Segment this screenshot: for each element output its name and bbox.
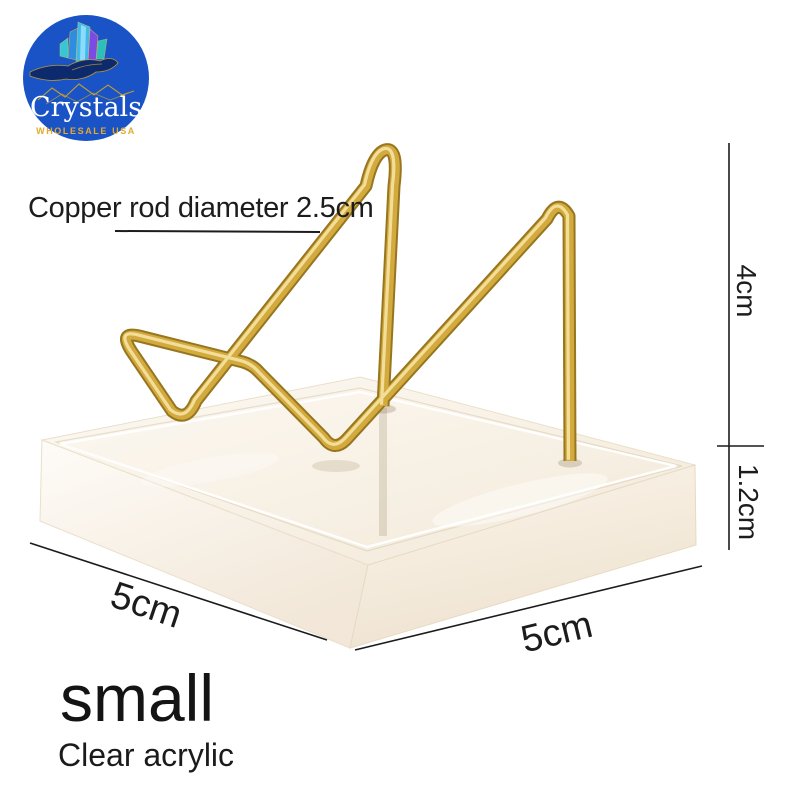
base-bevel-highlight	[59, 390, 677, 549]
base-sheen-2	[141, 453, 279, 487]
wire-body	[121, 145, 575, 462]
logo-tagline-text: WHOLESALE USA	[36, 126, 136, 136]
brass-wire-stand	[119, 143, 577, 462]
logo-circle	[23, 15, 149, 141]
material-label: Clear acrylic	[58, 737, 235, 773]
rod-diameter-note: Copper rod diameter 2.5cm	[28, 192, 374, 224]
wire-height-dimension: 4cm	[731, 264, 762, 318]
hand-icon	[29, 58, 119, 81]
base-bevel-line	[53, 387, 683, 552]
wire-valley-shadow	[312, 460, 360, 472]
logo-brand-text: Crystals	[29, 92, 143, 123]
wire-highlight	[123, 146, 571, 460]
mountains-icon	[37, 83, 135, 105]
dimension-lines	[29, 143, 764, 651]
brand-logo: Crystals WHOLESALE USA	[22, 14, 150, 142]
crystal-cluster-icon	[59, 21, 108, 63]
brand-logo-graphic	[23, 15, 149, 141]
width-dimension-line	[354, 565, 703, 651]
rod-note-underline	[114, 230, 321, 233]
base-thickness-dimension: 1.2cm	[733, 463, 764, 541]
depth-dimension-line	[29, 542, 328, 641]
base-sheen	[432, 473, 608, 527]
acrylic-base	[39, 376, 697, 649]
size-label: small	[60, 661, 215, 735]
